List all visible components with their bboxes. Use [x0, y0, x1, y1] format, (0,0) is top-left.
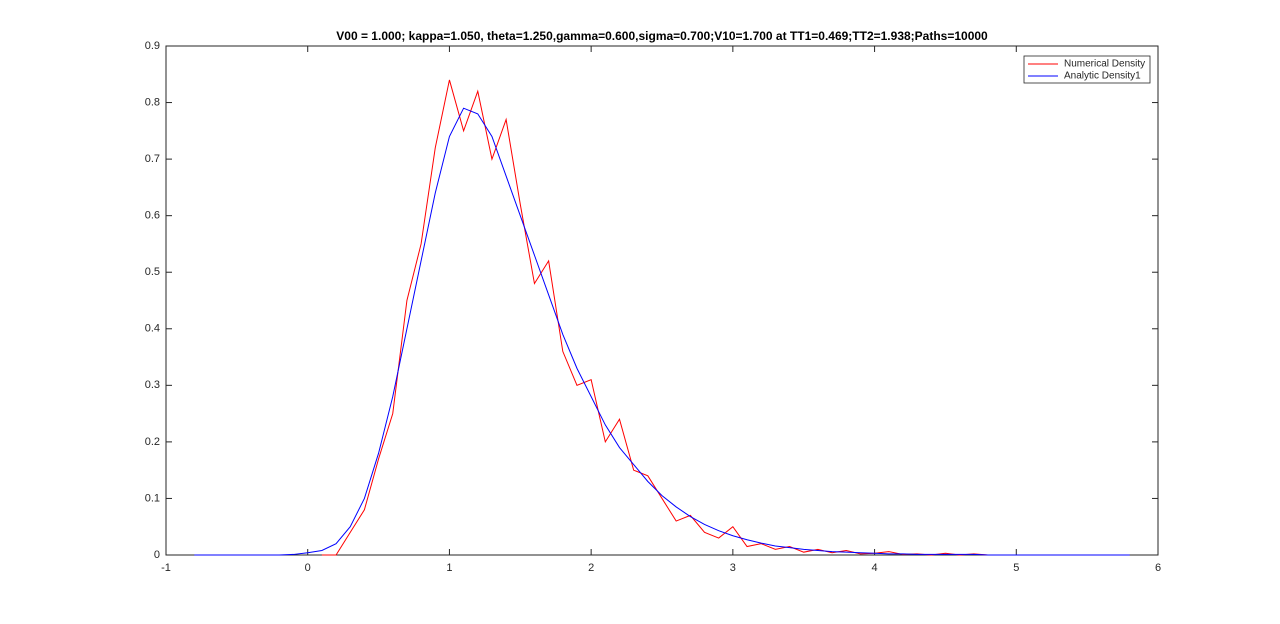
x-tick-label: 1 [446, 562, 452, 574]
x-tick-label: 3 [730, 562, 736, 574]
legend-box [1023, 55, 1151, 84]
y-tick-label: 0.7 [145, 153, 160, 165]
y-tick-label: 0.8 [145, 96, 160, 108]
y-tick-label: 0.3 [145, 379, 160, 391]
plot-area [165, 45, 1159, 556]
x-tick-label: 5 [1013, 562, 1019, 574]
x-tick-label: -1 [161, 562, 171, 574]
legend-label: Numerical Density [1064, 59, 1145, 70]
y-tick-label: 0.1 [145, 492, 160, 504]
y-tick-label: 0.2 [145, 436, 160, 448]
y-tick-label: 0.5 [145, 266, 160, 278]
y-tick-label: 0.9 [145, 40, 160, 52]
legend-label: Analytic Density1 [1064, 71, 1141, 82]
y-tick-label: 0.6 [145, 210, 160, 222]
x-tick-label: 2 [588, 562, 594, 574]
x-tick-label: 6 [1155, 562, 1161, 574]
chart-title: V00 = 1.000; kappa=1.050, theta=1.250,ga… [336, 29, 988, 43]
line [194, 107, 1130, 556]
y-tick-label: 0 [154, 549, 160, 561]
x-tick-label: 4 [872, 562, 878, 574]
x-tick-label: 0 [305, 562, 311, 574]
y-tick-label: 0.4 [145, 323, 160, 335]
